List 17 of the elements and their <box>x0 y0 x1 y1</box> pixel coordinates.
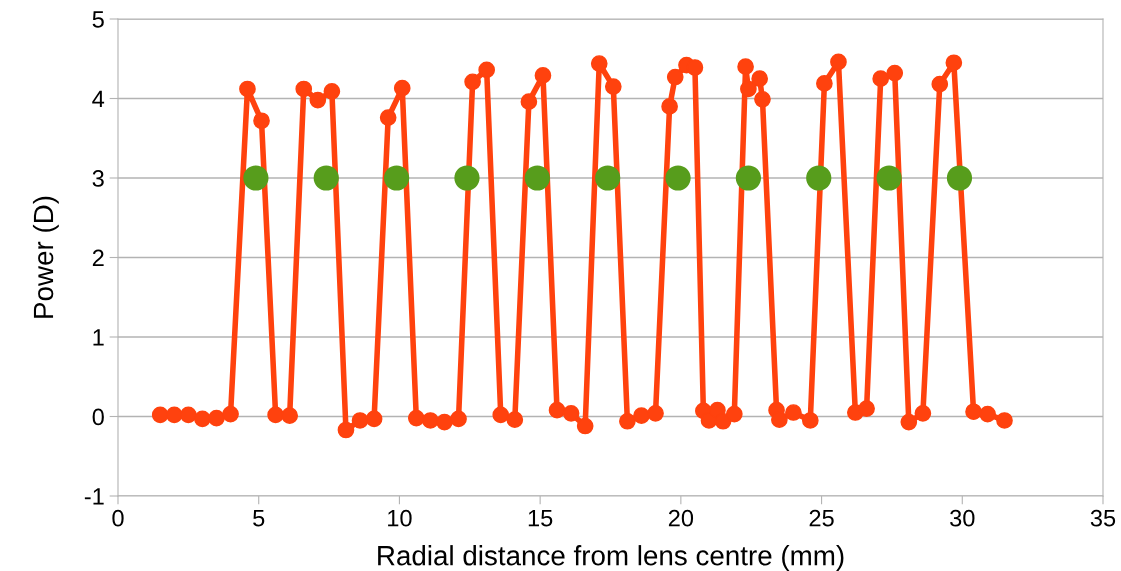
x-tick-label: 0 <box>112 509 124 527</box>
x-tick-label: 10 <box>388 509 412 527</box>
x-tick-label: 35 <box>1090 509 1116 527</box>
y-axis-title: Power (D) <box>32 196 59 318</box>
y-tick-label: -1 <box>84 488 104 505</box>
y-tick-label: 0 <box>92 408 104 426</box>
x-tick-label: 15 <box>528 510 553 527</box>
y-tick-label: 3 <box>92 170 104 187</box>
y-tick-label: 5 <box>92 11 104 28</box>
x-tick-label: 20 <box>668 509 694 527</box>
y-tick-label: 1 <box>93 329 104 346</box>
y-tick-label: 4 <box>92 90 105 108</box>
x-tick-label: 25 <box>809 509 834 527</box>
y-tick-label: 2 <box>92 249 104 267</box>
x-tick-label: 30 <box>950 509 975 527</box>
x-tick-label: 5 <box>253 510 265 527</box>
x-axis-title: Radial distance from lens centre (mm) <box>378 545 844 571</box>
